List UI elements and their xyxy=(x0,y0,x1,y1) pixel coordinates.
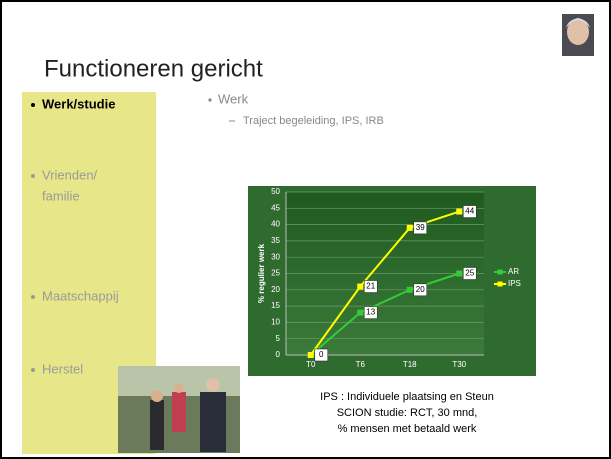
portrait xyxy=(562,14,594,56)
x-tick-label: T0 xyxy=(306,360,316,369)
data-label-box xyxy=(462,205,477,218)
caption: % mensen met betaald werk xyxy=(338,423,477,435)
point xyxy=(357,283,364,290)
slide-title: Functioneren gericht xyxy=(44,55,263,82)
x-tick-label: T6 xyxy=(356,360,366,369)
data-label: 21 xyxy=(366,282,375,291)
y-axis-label: % regulier werk xyxy=(257,243,266,303)
data-label-box xyxy=(413,283,428,297)
legend-marker xyxy=(497,281,503,287)
bullet xyxy=(31,295,35,299)
point xyxy=(406,286,413,293)
legend-label: IPS xyxy=(508,279,521,288)
x-tick-label: T30 xyxy=(452,360,466,369)
y-tick-label: 5 xyxy=(276,334,281,343)
sidebar-item: Werk/studie xyxy=(42,96,115,111)
legend-label: AR xyxy=(508,267,519,276)
caption: SCION studie: RCT, 30 mnd, xyxy=(337,407,478,419)
y-tick-label: 30 xyxy=(271,252,280,261)
data-label-box xyxy=(363,280,378,293)
y-tick-label: 35 xyxy=(271,236,280,245)
sidebar-item: Herstel xyxy=(42,361,83,376)
sidebar-item: Maatschappij xyxy=(42,288,119,303)
x-tick-label: T18 xyxy=(403,360,417,369)
point xyxy=(456,208,463,215)
data-label: 0 xyxy=(319,350,324,359)
data-label: 13 xyxy=(366,308,375,317)
photo xyxy=(118,366,240,453)
point xyxy=(307,352,314,358)
data-label: 39 xyxy=(416,223,425,232)
y-tick-label: 50 xyxy=(271,187,280,196)
bullet xyxy=(31,174,35,178)
sub-bullet-text: Traject begeleiding, IPS, IRB xyxy=(243,115,384,127)
y-tick-label: 40 xyxy=(271,220,280,229)
bullet xyxy=(208,98,212,102)
bullet xyxy=(31,368,35,372)
data-label: 20 xyxy=(416,285,425,294)
y-tick-label: 20 xyxy=(271,285,280,294)
y-tick-label: 0 xyxy=(276,350,281,359)
data-label-box xyxy=(413,221,428,235)
series-line xyxy=(310,272,460,356)
data-label-box xyxy=(363,306,378,319)
caption: IPS : Individuele plaatsing en Steun xyxy=(320,391,494,403)
y-tick-label: 45 xyxy=(271,203,280,212)
data-label-box xyxy=(314,348,329,362)
series-line xyxy=(309,210,460,356)
sidebar-item: familie xyxy=(42,188,80,203)
data-label: 25 xyxy=(465,269,474,278)
y-tick-label: 25 xyxy=(271,269,280,278)
point xyxy=(357,309,364,316)
legend-marker xyxy=(497,269,503,275)
bullet-text: Werk xyxy=(218,91,249,106)
bullet xyxy=(31,103,35,107)
point xyxy=(406,224,413,231)
data-label: 44 xyxy=(465,207,474,216)
sidebar-item: Vrienden/ xyxy=(42,167,98,182)
data-label-box xyxy=(462,267,477,280)
point xyxy=(456,270,463,277)
y-tick-label: 10 xyxy=(271,318,280,327)
y-tick-label: 15 xyxy=(271,301,280,310)
